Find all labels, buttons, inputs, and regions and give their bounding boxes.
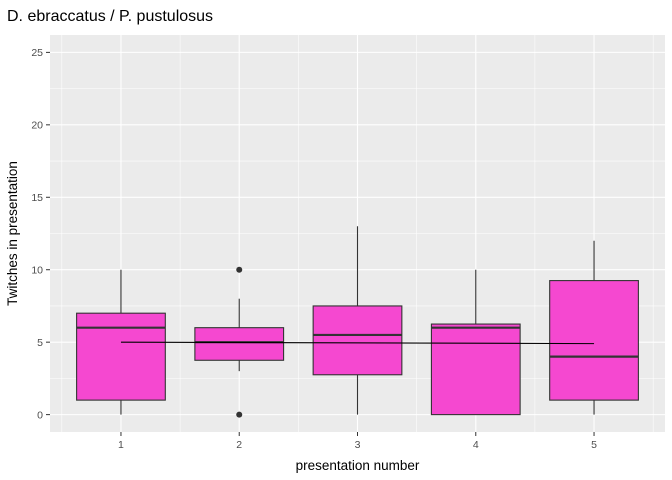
chart-title: D. ebraccatus / P. pustulosus <box>7 8 213 25</box>
y-tick-label: 10 <box>31 265 43 277</box>
y-tick-label: 25 <box>31 47 43 59</box>
y-tick-label: 20 <box>31 120 43 132</box>
y-axis: 0 5 10 15 20 25 <box>31 47 50 421</box>
x-axis: 1 2 3 4 5 <box>118 432 597 451</box>
x-tick-label: 3 <box>355 439 361 451</box>
x-axis-title: presentation number <box>296 458 420 473</box>
box <box>312 305 403 376</box>
box <box>549 280 639 401</box>
reference-line <box>120 341 595 345</box>
box-group <box>430 269 521 416</box>
outlier-point <box>236 411 243 418</box>
outlier-point <box>236 266 243 273</box>
box <box>76 312 166 401</box>
y-tick-label: 0 <box>37 409 43 421</box>
box-group <box>312 226 403 415</box>
box-group <box>76 269 166 415</box>
box-group <box>549 240 639 415</box>
y-axis-title: Twitches in presentation <box>5 161 20 306</box>
box <box>430 323 521 416</box>
x-tick-label: 2 <box>236 439 242 451</box>
y-tick-label: 5 <box>37 337 43 349</box>
box <box>194 327 285 361</box>
x-tick-label: 4 <box>473 439 479 451</box>
x-tick-label: 1 <box>118 439 124 451</box>
reference-line-group <box>120 341 595 345</box>
x-tick-label: 5 <box>591 439 597 451</box>
y-tick-label: 15 <box>31 192 43 204</box>
